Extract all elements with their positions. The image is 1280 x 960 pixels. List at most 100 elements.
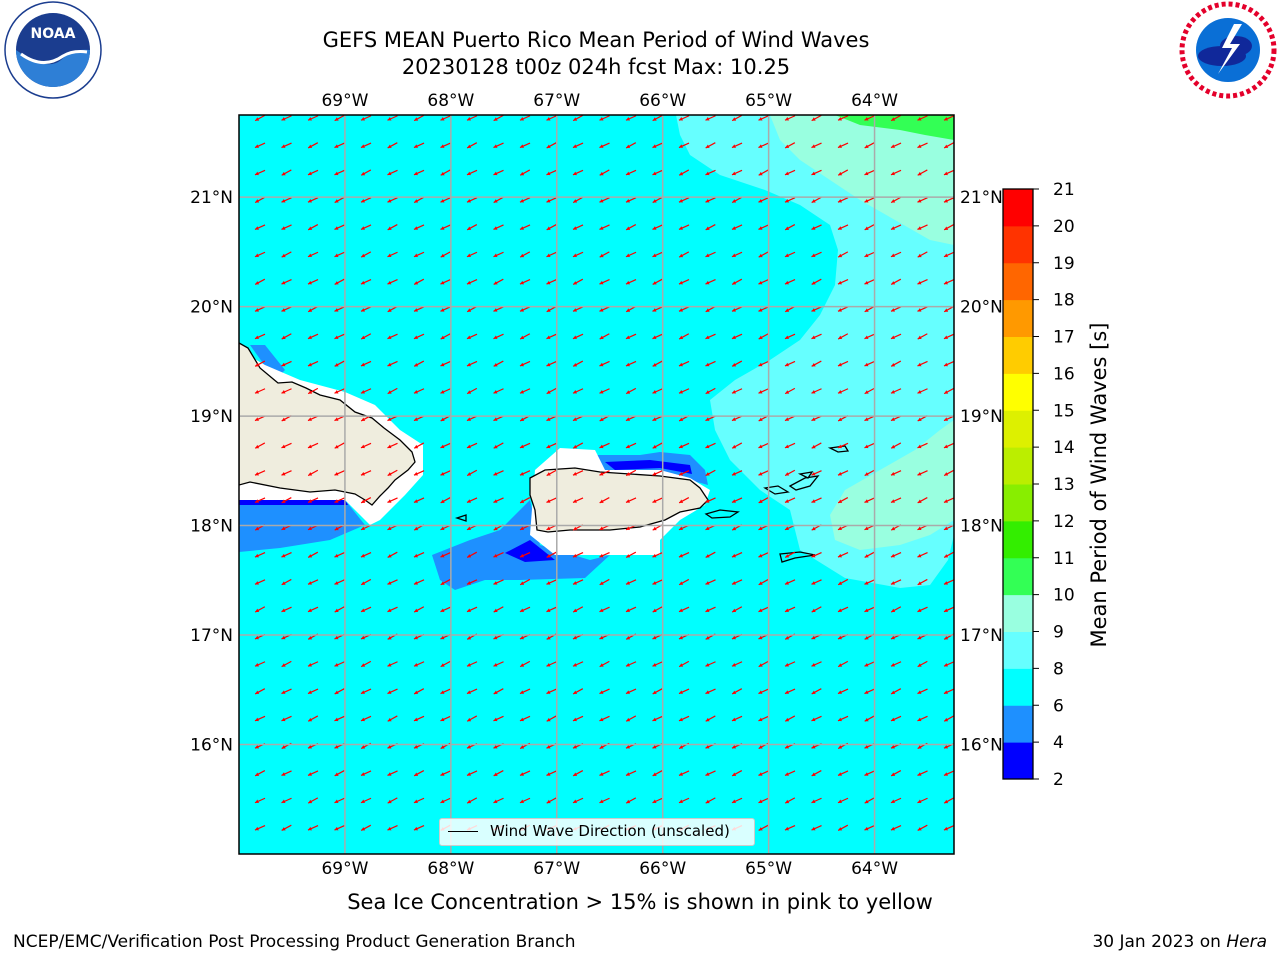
- wave-arrow: [599, 169, 610, 176]
- wave-arrow: [440, 251, 451, 258]
- wave-arrow: [387, 251, 398, 258]
- colorbar-segment: [1003, 262, 1033, 301]
- wave-arrow: [599, 770, 610, 776]
- wave-arrow: [493, 333, 504, 340]
- lat-label-left: 21°N: [190, 188, 233, 208]
- wave-arrow: [758, 197, 769, 203]
- sea-ice-note: Sea Ice Concentration > 15% is shown in …: [347, 890, 933, 914]
- wave-arrow: [811, 797, 822, 804]
- wave-arrow: [466, 770, 478, 776]
- wave-arrow: [837, 578, 849, 586]
- wave-arrow: [254, 388, 266, 394]
- wave-arrow: [387, 279, 398, 285]
- wave-arrow: [811, 196, 822, 204]
- wave-arrow: [731, 688, 743, 695]
- lat-labels-left: 21°N 20°N 19°N 18°N 17°N 16°N: [190, 188, 233, 755]
- wave-arrow: [307, 442, 319, 449]
- wave-arrow: [811, 333, 822, 340]
- colorbar-tick-label: 12: [1053, 512, 1075, 532]
- wave-arrow: [678, 333, 690, 340]
- wave-arrow: [652, 579, 663, 585]
- wave-arrow: [864, 497, 875, 503]
- lat-lon-gridlines: [239, 115, 954, 854]
- wave-arrow: [493, 278, 504, 285]
- wave-arrow: [652, 169, 663, 176]
- wave-arrow: [890, 142, 902, 149]
- wave-arrow: [837, 606, 849, 613]
- colorbar-tick-label: 4: [1053, 733, 1064, 753]
- footer-date-text: 30 Jan 2023 on: [1092, 932, 1221, 952]
- wave-arrow: [493, 688, 504, 695]
- wave-arrow: [678, 142, 690, 149]
- wave-arrow: [864, 606, 875, 613]
- land-st-croix: [779, 551, 816, 563]
- wave-arrow: [811, 388, 822, 394]
- wave-arrow: [917, 360, 928, 367]
- wave-arrow: [731, 797, 743, 804]
- wave-arrow: [519, 606, 531, 613]
- colorbar-segment: [1003, 520, 1033, 559]
- wave-arrow: [811, 278, 822, 285]
- wave-arrow: [466, 169, 478, 176]
- wave-arrow: [599, 442, 610, 449]
- wave-arrow: [360, 688, 372, 695]
- wave-arrow: [678, 497, 690, 504]
- wave-arrow: [652, 360, 663, 367]
- wave-arrow: [943, 333, 954, 340]
- wave-arrow: [519, 306, 531, 312]
- wave-arrow: [678, 360, 690, 367]
- colorbar-segment: [1003, 447, 1033, 485]
- wave-arrow: [572, 688, 584, 695]
- wave-arrow: [731, 196, 743, 204]
- wave-arrow: [281, 360, 292, 367]
- wave-arrow: [440, 197, 451, 203]
- legend-label: Wind Wave Direction (unscaled): [490, 822, 730, 840]
- lon-label-top: 68°W: [427, 91, 474, 111]
- wave-arrow: [360, 470, 372, 476]
- wave-arrow: [625, 442, 637, 449]
- wave-arrow: [466, 387, 478, 395]
- wave-arrow: [678, 388, 690, 394]
- wave-arrow: [599, 660, 610, 668]
- wave-arrow: [413, 360, 425, 367]
- wave-arrow: [943, 279, 954, 285]
- wave-arrow: [784, 797, 796, 804]
- wave-arrow: [440, 797, 451, 804]
- wave-arrow: [440, 552, 451, 558]
- wave-arrow: [837, 688, 849, 695]
- wave-arrow: [413, 770, 425, 777]
- wave-arrow: [281, 497, 292, 504]
- wave-arrow: [731, 224, 743, 230]
- wave-arrow: [466, 797, 478, 804]
- wave-arrow: [837, 660, 849, 668]
- wave-arrow: [546, 606, 557, 613]
- wave-arrow: [493, 306, 504, 312]
- wave-arrow: [705, 333, 716, 340]
- wave-arrow: [625, 197, 637, 203]
- wave-arrow: [758, 115, 769, 121]
- wave-arrow: [281, 224, 292, 230]
- wave-arrow: [546, 142, 557, 149]
- wave-arrow: [837, 197, 849, 203]
- wave-arrow: [572, 470, 584, 476]
- wave-arrow: [837, 306, 849, 312]
- wave-arrow: [758, 224, 769, 230]
- wave-arrow: [360, 770, 372, 776]
- wave-arrow: [917, 306, 928, 312]
- wave-arrow: [440, 306, 451, 312]
- wave-arrow: [254, 196, 266, 204]
- wave-arrow: [625, 606, 637, 613]
- wave-arrow: [519, 442, 531, 449]
- wave-arrow: [811, 360, 822, 367]
- wave-arrow: [519, 197, 531, 203]
- wave-arrow: [864, 142, 875, 149]
- colorbar-segment: [1003, 189, 1033, 227]
- wave-arrow: [413, 196, 425, 204]
- wave-arrow: [281, 715, 292, 722]
- wave-arrow: [546, 551, 557, 558]
- wave-arrow: [254, 770, 266, 777]
- wave-arrow: [864, 661, 875, 667]
- wave-arrow: [758, 797, 769, 804]
- wave-arrow: [943, 442, 954, 449]
- wave-arrow: [917, 578, 928, 586]
